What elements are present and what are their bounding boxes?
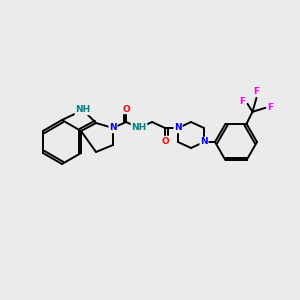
Text: F: F [254,87,260,96]
Text: NH: NH [75,106,91,115]
Text: N: N [174,124,182,133]
Text: F: F [239,97,246,106]
Text: F: F [267,103,274,112]
Text: NH: NH [131,124,147,133]
Text: N: N [200,137,208,146]
Text: N: N [109,124,117,133]
Text: O: O [122,104,130,113]
Text: O: O [161,136,169,146]
